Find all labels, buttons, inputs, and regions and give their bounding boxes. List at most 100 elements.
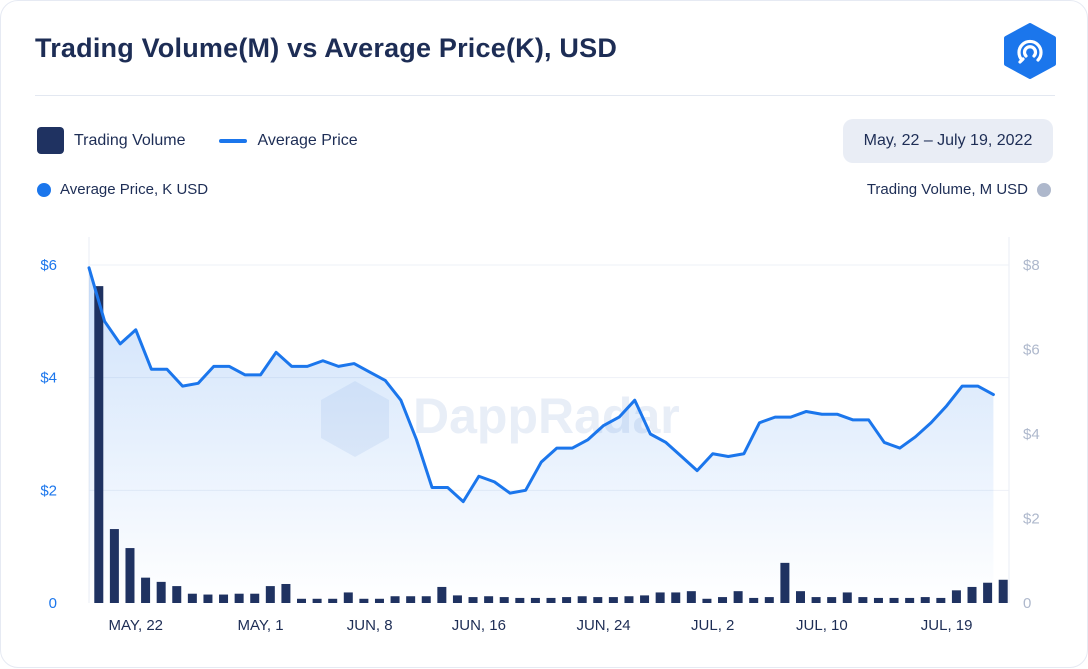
volume-bar	[359, 598, 369, 603]
date-range-button[interactable]: May, 22 – July 19, 2022	[843, 119, 1053, 163]
volume-bar	[951, 590, 961, 603]
x-tick-label: JUN, 16	[452, 617, 506, 634]
volume-bar	[530, 597, 540, 603]
volume-bar	[733, 591, 743, 603]
x-tick-label: MAY, 1	[237, 617, 283, 634]
volume-bar	[187, 593, 197, 603]
volume-bar	[905, 597, 915, 603]
left-axis-key-label: Average Price, K USD	[60, 181, 209, 198]
volume-bar	[671, 592, 681, 603]
left-axis-key: Average Price, K USD	[37, 181, 208, 198]
line-swatch-icon	[219, 138, 248, 143]
volume-bar	[484, 596, 494, 603]
volume-bar	[546, 597, 556, 603]
volume-bar	[515, 597, 525, 603]
x-tick-label: JUN, 8	[347, 617, 393, 634]
volume-bar	[702, 598, 712, 603]
volume-bar	[125, 548, 135, 603]
volume-bar	[562, 597, 572, 603]
volume-bar	[983, 582, 993, 603]
x-tick-label: MAY, 22	[109, 617, 163, 634]
price-line	[87, 266, 995, 504]
price-line-layer	[87, 266, 995, 504]
volume-bar	[141, 577, 151, 603]
legend-item-volume[interactable]: Trading Volume	[37, 127, 185, 154]
volume-bar	[437, 586, 447, 603]
axis-labels: $6 $4 $2 0 $8 $6 $4 $2 0 MAY, 22 MAY, 1 JUN, 8 JUN, …	[40, 257, 1039, 634]
volume-bar	[297, 598, 307, 603]
volume-bar	[624, 596, 634, 603]
volume-bar	[94, 286, 104, 603]
x-tick-label: JUL, 19	[921, 617, 973, 634]
volume-bar	[780, 562, 790, 603]
x-tick-label: JUL, 10	[796, 617, 848, 634]
left-tick-label: 0	[49, 595, 57, 612]
grey-dot-icon	[1037, 182, 1051, 197]
volume-bar	[936, 597, 946, 603]
bar-swatch-icon	[37, 127, 64, 154]
volume-bar	[858, 597, 868, 603]
right-axis-key: Trading Volume, M USD	[867, 181, 1051, 198]
volume-bar	[499, 597, 509, 603]
volume-bar	[328, 598, 338, 603]
volume-bar	[219, 594, 229, 603]
right-axis-key-label: Trading Volume, M USD	[866, 181, 1028, 198]
volume-bar	[406, 596, 416, 603]
volume-bar	[203, 594, 213, 603]
left-tick-label: $4	[40, 370, 57, 387]
volume-bar	[468, 597, 478, 603]
right-tick-label: 0	[1023, 595, 1031, 612]
volume-bar	[827, 597, 837, 603]
right-tick-label: $2	[1023, 511, 1040, 528]
volume-bar	[234, 593, 244, 603]
volume-bars	[94, 286, 1008, 603]
legend-item-price[interactable]: Average Price	[219, 131, 358, 150]
volume-bar	[889, 597, 899, 603]
volume-bar	[374, 598, 384, 603]
volume-bar	[312, 598, 322, 603]
volume-bar	[967, 586, 977, 603]
volume-bar	[795, 591, 805, 603]
volume-bar	[156, 581, 166, 603]
volume-bar	[109, 529, 119, 603]
volume-bar	[593, 597, 603, 603]
x-tick-label: JUL, 2	[691, 617, 734, 634]
blue-dot-icon	[37, 182, 51, 197]
volume-bar	[640, 595, 650, 603]
volume-bar	[343, 592, 353, 603]
dappradar-logo-icon[interactable]	[1001, 23, 1059, 79]
volume-bar	[686, 591, 696, 603]
volume-bar	[265, 586, 275, 603]
legend-label-volume: Trading Volume	[74, 131, 186, 149]
left-tick-label: $2	[40, 482, 57, 499]
volume-bar	[421, 596, 431, 603]
volume-bar	[842, 592, 852, 603]
x-tick-label: JUN, 24	[576, 617, 630, 634]
volume-bar	[281, 583, 291, 603]
volume-bar	[390, 596, 400, 603]
volume-bar	[172, 586, 182, 603]
chart-legend: Trading Volume Average Price	[37, 127, 392, 154]
volume-bar	[452, 595, 462, 603]
price-area-fill	[89, 267, 994, 603]
right-tick-label: $4	[1023, 426, 1040, 443]
right-tick-label: $6	[1023, 342, 1040, 359]
volume-bar	[873, 597, 883, 603]
volume-bar	[998, 579, 1008, 603]
volume-bar	[811, 597, 821, 603]
legend-label-price: Average Price	[257, 131, 358, 149]
page-title: Trading Volume(M) vs Average Price(K), U…	[35, 33, 618, 63]
volume-bar	[655, 592, 665, 603]
price-area	[89, 267, 994, 603]
volume-bar	[718, 597, 728, 603]
volume-bar	[764, 597, 774, 603]
volume-bar	[749, 597, 759, 603]
volume-bar	[250, 593, 260, 603]
volume-bar	[608, 597, 618, 603]
left-tick-label: $6	[40, 257, 57, 274]
volume-bar	[920, 597, 930, 603]
volume-bar	[577, 596, 587, 603]
header-divider	[35, 95, 1055, 96]
